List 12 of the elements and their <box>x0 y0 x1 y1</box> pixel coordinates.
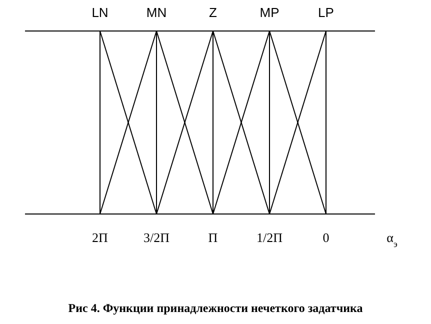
series-label: LP <box>318 5 334 20</box>
series-label: Z <box>209 5 218 20</box>
text: Рис 4. Функции принадлежности нечеткого задатчика <box>68 301 363 315</box>
x-tick-label: 2П <box>92 230 108 245</box>
x-tick-label: 1/2П <box>256 230 282 245</box>
x-tick-label: 3/2П <box>144 230 170 245</box>
x-tick-label: П <box>208 230 218 245</box>
x-tick-label: 0 <box>322 230 330 245</box>
x-axis-title: α$_{э}$ <box>386 230 398 249</box>
series-label: LN <box>92 5 108 20</box>
series-label: MP <box>260 5 280 20</box>
series-label: MN <box>146 5 167 20</box>
